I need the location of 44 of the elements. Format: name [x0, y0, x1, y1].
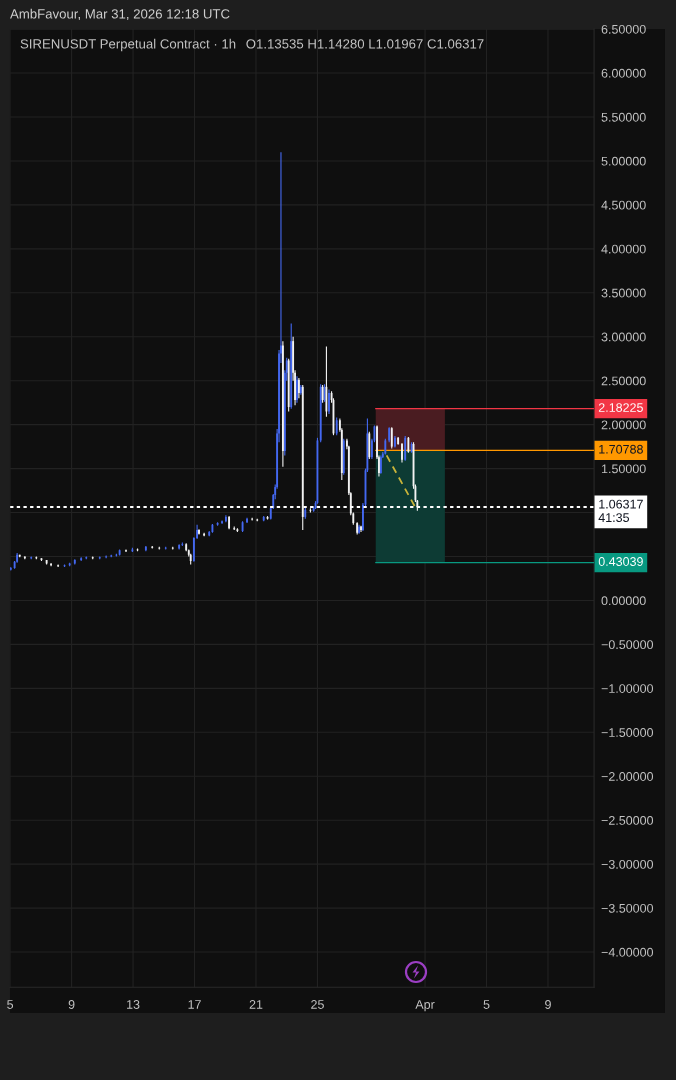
- y-tick-label: −1.00000: [601, 684, 654, 693]
- ref-line-label: 1.06317 41:35: [598, 499, 643, 522]
- x-tick-label: 17: [188, 1000, 201, 1009]
- y-tick-label: 5.00000: [601, 156, 646, 166]
- y-tick-label: −2.00000: [601, 772, 654, 781]
- text: SIRENUSDT Perpetual Contract · 1h: [20, 38, 236, 52]
- y-tick-label: 6.00000: [601, 68, 646, 78]
- candlestick: [401, 442, 403, 463]
- y-tick-label: −1.50000: [601, 728, 654, 737]
- y-tick-label: −0.50000: [601, 640, 654, 650]
- y-tick-label: −2.50000: [601, 815, 654, 825]
- y-tick-label: −3.00000: [601, 859, 654, 869]
- candlestick: [228, 515, 231, 530]
- x-tick-label: 5: [7, 1000, 14, 1009]
- y-tick-label: 3.50000: [601, 288, 646, 298]
- y-tick-label: 2.50000: [601, 376, 646, 386]
- candlestick: [394, 435, 396, 449]
- candlestick: [379, 454, 382, 475]
- x-tick-label: Apr: [415, 1000, 435, 1012]
- y-tick-label: −4.00000: [601, 947, 654, 957]
- candlestick: [246, 517, 248, 524]
- y-tick-label: 5.50000: [601, 112, 646, 122]
- x-tick-label: 25: [311, 1000, 324, 1009]
- y-tick-label: 4.50000: [601, 200, 646, 210]
- candlestick: [328, 388, 330, 415]
- y-tick-label: 1.50000: [602, 464, 646, 474]
- y-tick-label: −3.50000: [601, 903, 654, 913]
- ref-line-label: 0.43039: [598, 557, 643, 566]
- candlestick: [221, 519, 223, 525]
- y-tick-label: 2.00000: [601, 420, 646, 430]
- y-tick-label: 0.00000: [601, 596, 646, 606]
- x-tick-label: 5: [483, 1000, 490, 1009]
- y-tick-label: 3.00000: [601, 332, 646, 342]
- x-tick-label: 21: [249, 1000, 263, 1009]
- y-tick-label: 6.50000: [601, 24, 646, 34]
- text: O1.13535 H1.14280 L1.01967 C1.06317: [246, 39, 484, 49]
- x-tick-label: 9: [545, 1000, 551, 1009]
- ref-line-label: 1.70788: [599, 444, 643, 454]
- candlestick: [224, 514, 227, 523]
- y-tick-label: 4.00000: [601, 244, 646, 254]
- ref-line-label: 2.18225: [598, 403, 643, 412]
- x-tick-label: 13: [127, 1000, 140, 1009]
- x-tick-label: 9: [68, 1000, 75, 1009]
- text: AmbFavour, Mar 31, 2026 12:18 UTC: [10, 8, 230, 21]
